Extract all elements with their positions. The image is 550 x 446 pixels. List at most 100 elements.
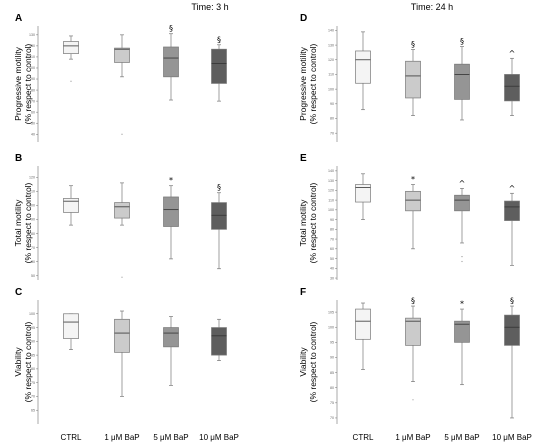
y-axis-label-line2: (% respect to control) — [308, 321, 318, 402]
y-tick-label: 130 — [29, 33, 35, 37]
box-iqr — [355, 50, 371, 84]
y-axis-label: Total motility(% respect to control) — [13, 182, 33, 263]
y-tick-label: 90 — [330, 356, 334, 360]
x-category-label: 5 μM BaP — [444, 433, 479, 442]
significance-marker: ^ — [509, 184, 516, 193]
y-axis-label-line2: (% respect to control) — [23, 182, 33, 263]
y-axis-label-line2: (% respect to control) — [23, 43, 33, 124]
y-tick-label: 100 — [29, 204, 35, 208]
y-tick-label: 90 — [330, 102, 334, 106]
box-1: CTRL — [61, 313, 82, 442]
box-iqr — [355, 308, 371, 340]
x-category-label: CTRL — [353, 433, 374, 442]
box-4: § — [211, 35, 227, 102]
column-title-24h: Time: 24 h — [411, 2, 453, 12]
y-tick-label: 70 — [31, 99, 35, 103]
y-axis-label-line1: Viability — [298, 347, 308, 377]
box-1 — [63, 35, 79, 82]
y-axis-label: Total motility(% respect to control) — [298, 182, 318, 263]
y-tick-label: 100 — [328, 208, 334, 212]
box-4: 10 μM BaP — [199, 318, 239, 442]
y-tick-label: 100 — [328, 87, 334, 91]
box-iqr — [163, 46, 179, 78]
y-axis-label-line2: (% respect to control) — [308, 182, 318, 263]
box-iqr — [405, 60, 421, 99]
box-4: ^ — [504, 49, 520, 116]
box-iqr — [355, 184, 371, 203]
y-tick-label: 50 — [31, 121, 35, 125]
significance-marker: ^ — [459, 179, 466, 188]
y-axis-label: Progressive motility(% respect to contro… — [298, 43, 318, 124]
box-2 — [114, 182, 130, 278]
y-axis-label-line1: Progressive motility — [298, 46, 308, 120]
y-tick-label: 80 — [31, 88, 35, 92]
box-iqr — [504, 200, 520, 221]
y-tick-label: 85 — [330, 371, 334, 375]
box-iqr — [211, 48, 227, 84]
box-2 — [114, 34, 130, 135]
y-tick-label: 90 — [330, 218, 334, 222]
box-iqr — [454, 320, 470, 343]
box-1: CTRL — [353, 302, 374, 442]
panel-d: D Progressive motility(% respect to contr… — [298, 13, 520, 142]
panel-e: E Total motility(% respect to control) 30 4… — [298, 153, 520, 280]
x-category-label: 1 μM BaP — [104, 433, 139, 442]
box-iqr — [63, 41, 79, 54]
significance-marker: § — [217, 183, 221, 192]
box-iqr — [163, 327, 179, 348]
y-tick-label: 80 — [330, 228, 334, 232]
y-tick-label: 90 — [31, 77, 35, 81]
significance-marker: § — [460, 37, 464, 46]
panel-letter: A — [15, 13, 22, 24]
box-iqr — [454, 194, 470, 212]
box-3: * — [163, 176, 179, 260]
y-tick-label: 85 — [31, 353, 35, 357]
y-tick-label: 110 — [29, 55, 35, 59]
outlier-point — [461, 260, 463, 263]
x-category-label: 10 μM BaP — [199, 433, 239, 442]
box-iqr — [114, 318, 130, 353]
panel-c: C Viability(% respect to control) 65 70 75 80… — [13, 287, 239, 442]
y-tick-label: 110 — [328, 198, 334, 202]
y-axis-label-line2: (% respect to control) — [23, 321, 33, 402]
panel-a: A Progressive motility(% respect to contr… — [13, 13, 227, 142]
y-tick-label: 80 — [31, 367, 35, 371]
box-iqr — [114, 47, 130, 63]
y-axis-label-line1: Progressive motility — [13, 46, 23, 120]
outlier-point — [412, 399, 414, 401]
panel-letter: F — [300, 287, 306, 298]
box-iqr — [504, 314, 520, 346]
y-tick-label: 40 — [330, 267, 334, 271]
box-2: § — [405, 40, 421, 116]
x-category-label: 10 μM BaP — [492, 433, 532, 442]
outlier-point — [121, 276, 123, 278]
y-tick-label: 60 — [330, 247, 334, 251]
y-tick-label: 95 — [31, 326, 35, 330]
panel-f: F Viability(% respect to control) 70 75 80 85… — [298, 287, 532, 442]
box-1 — [355, 173, 371, 220]
box-3: § — [163, 24, 179, 101]
y-tick-label: 110 — [29, 190, 35, 194]
outlier-point — [121, 133, 123, 135]
y-axis-label: Viability(% respect to control) — [13, 321, 33, 402]
box-iqr — [454, 63, 470, 100]
box-iqr — [405, 190, 421, 212]
x-category-label: 5 μM BaP — [153, 433, 188, 442]
y-tick-label: 80 — [330, 117, 334, 121]
panel-letter: C — [15, 287, 22, 298]
box-3: 5 μM BaP — [153, 316, 189, 442]
y-tick-label: 70 — [330, 416, 334, 420]
significance-marker: ^ — [509, 49, 516, 58]
significance-marker: * — [411, 175, 415, 184]
x-category-label: CTRL — [61, 433, 82, 442]
box-1 — [63, 185, 79, 226]
y-tick-label: 90 — [31, 218, 35, 222]
column-title-3h: Time: 3 h — [191, 2, 228, 12]
box-1 — [355, 31, 371, 111]
box-2: § 1 μM BaP — [395, 297, 430, 442]
y-tick-label: 140 — [328, 29, 334, 33]
box-iqr — [211, 327, 227, 356]
significance-marker: § — [411, 297, 415, 306]
significance-marker: * — [460, 300, 464, 309]
box-3: * 5 μM BaP — [444, 300, 479, 442]
